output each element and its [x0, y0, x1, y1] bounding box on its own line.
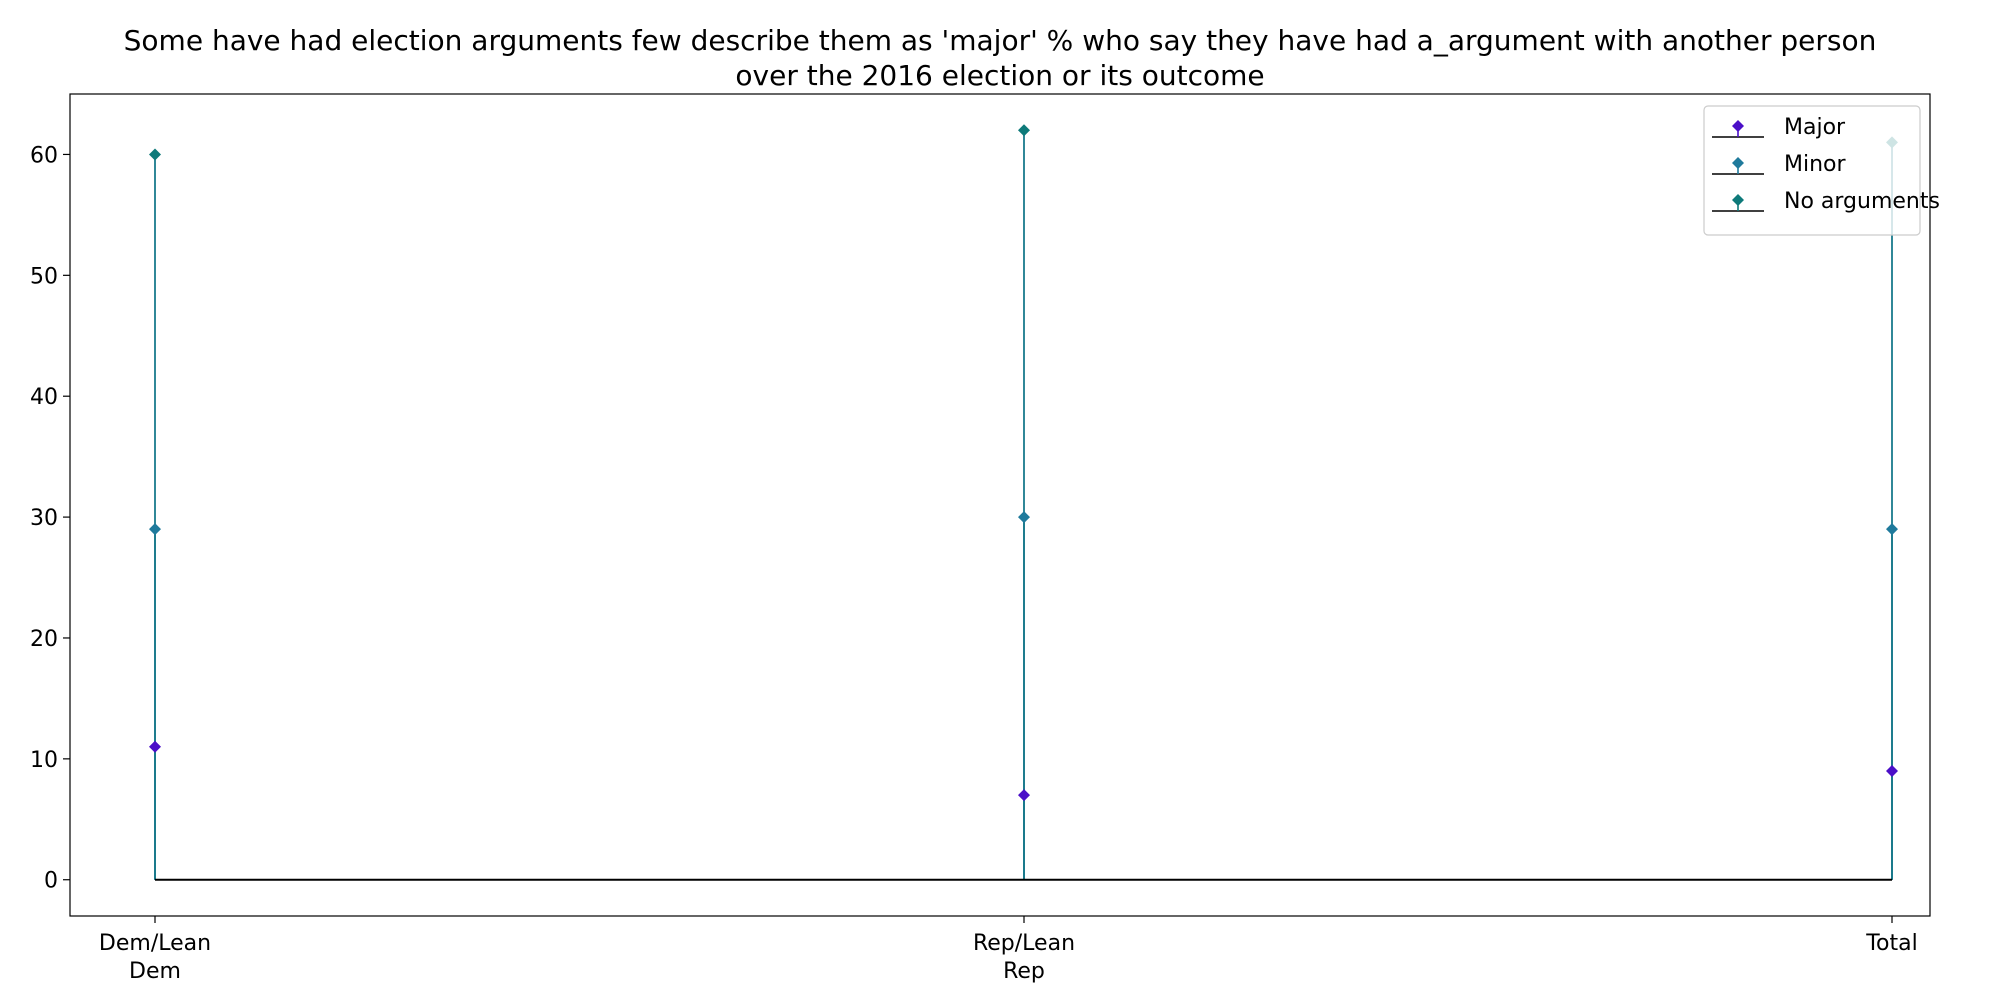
- legend-marker-swatch: [1732, 194, 1744, 206]
- x-tick-label: Dem: [129, 959, 181, 984]
- marker-major: [1018, 789, 1030, 802]
- stem-lines: [154, 130, 1893, 880]
- marker-minor: [149, 523, 161, 536]
- y-axis: 0 10 20 30 40 50 60: [30, 143, 70, 894]
- marker-no-arguments: [1018, 124, 1030, 137]
- marker-major: [149, 740, 161, 753]
- x-tick-label: Dem/Lean: [99, 931, 211, 956]
- chart-title: Some have had election arguments few des…: [124, 24, 1877, 92]
- marker-minor: [1886, 523, 1898, 536]
- y-tick-label: 20: [30, 627, 58, 652]
- y-tick-label: 50: [30, 264, 58, 289]
- marker-no-arguments: [149, 148, 161, 161]
- legend-label: Minor: [1784, 152, 1846, 177]
- legend: Major Minor No arguments: [1703, 105, 1940, 236]
- y-tick-label: 30: [30, 506, 58, 531]
- marker-minor: [1018, 511, 1030, 524]
- y-tick-label: 10: [30, 748, 58, 773]
- y-tick-label: 40: [30, 385, 58, 410]
- legend-marker-swatch: [1732, 120, 1744, 132]
- legend-label: Major: [1784, 115, 1846, 140]
- y-tick-label: 60: [30, 143, 58, 168]
- legend-marker-swatch: [1732, 157, 1744, 169]
- y-tick-label: 0: [44, 869, 58, 894]
- x-tick-label: Total: [1865, 931, 1917, 956]
- chart-title-line: Some have had election arguments few des…: [124, 24, 1877, 57]
- legend-box: [1703, 105, 1921, 236]
- chart-title-line: over the 2016 election or its outcome: [735, 59, 1264, 92]
- x-axis: Dem/Lean Dem Rep/Lean Rep Total: [99, 916, 1918, 984]
- marker-major: [1886, 764, 1898, 777]
- legend-label: No arguments: [1784, 189, 1940, 214]
- plot-area: [69, 93, 1931, 917]
- x-tick-label: Rep: [1003, 959, 1045, 984]
- x-tick-label: Rep/Lean: [973, 931, 1075, 956]
